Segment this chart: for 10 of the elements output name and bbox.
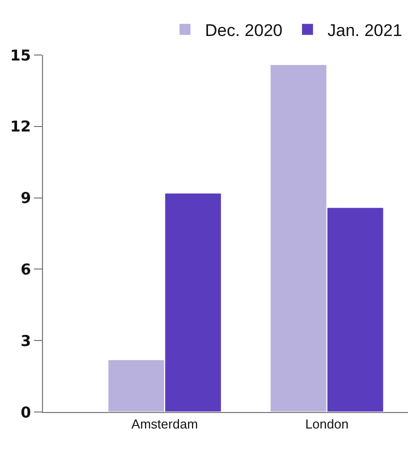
y-tick-label: 9 xyxy=(20,189,31,208)
y-tick-label: 3 xyxy=(20,332,31,350)
legend-label: Dec. 2020 xyxy=(205,21,282,40)
y-tick-label: 0 xyxy=(20,403,31,422)
x-tick-label: London xyxy=(305,416,349,432)
y-tick-label: 12 xyxy=(10,118,31,136)
y-tick-label: 15 xyxy=(10,46,31,64)
x-tick-label: Amsterdam xyxy=(131,416,198,432)
y-tick-label: 6 xyxy=(20,260,31,278)
legend-label: Jan. 2021 xyxy=(328,21,402,40)
